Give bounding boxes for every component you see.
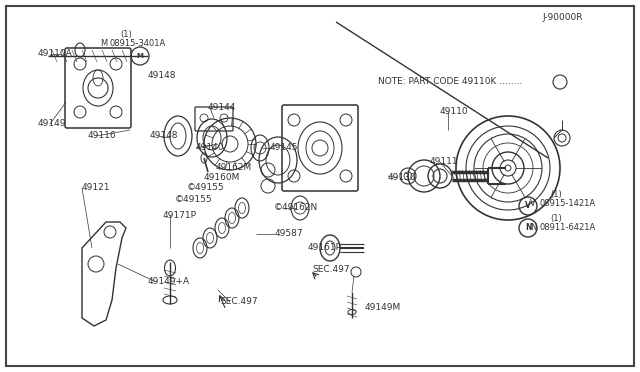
Text: N: N	[530, 224, 536, 232]
Text: 49162M: 49162M	[216, 164, 252, 173]
Text: ©49155: ©49155	[175, 196, 212, 205]
Text: 49149+A: 49149+A	[148, 278, 190, 286]
Text: V: V	[525, 202, 531, 211]
Text: (1): (1)	[550, 189, 562, 199]
Text: 49160M: 49160M	[204, 173, 241, 183]
Text: 49140: 49140	[196, 144, 225, 153]
Text: 49171P: 49171P	[163, 211, 197, 219]
Text: V: V	[530, 199, 536, 208]
Text: (1): (1)	[550, 214, 562, 222]
Text: 08915-3401A: 08915-3401A	[110, 39, 166, 48]
Text: 49130: 49130	[388, 173, 417, 183]
Text: 49149M: 49149M	[365, 304, 401, 312]
Text: 49587: 49587	[275, 230, 303, 238]
Text: 49110: 49110	[440, 108, 468, 116]
Text: NOTE: PART CODE 49110K ........: NOTE: PART CODE 49110K ........	[378, 77, 522, 87]
Text: SEC.497: SEC.497	[220, 298, 258, 307]
Text: (1): (1)	[120, 29, 132, 38]
Text: ©49162N: ©49162N	[274, 203, 318, 212]
Text: M: M	[136, 53, 143, 59]
Text: 08911-6421A: 08911-6421A	[540, 224, 596, 232]
Text: 49144: 49144	[208, 103, 236, 112]
Text: 49149: 49149	[38, 119, 67, 128]
Text: SEC.497: SEC.497	[312, 266, 349, 275]
Text: 49111: 49111	[430, 157, 459, 167]
Text: M: M	[100, 39, 108, 48]
Text: J-90000R: J-90000R	[542, 13, 582, 22]
Text: N: N	[525, 224, 531, 232]
Text: 49145: 49145	[270, 144, 298, 153]
Text: 49148: 49148	[150, 131, 179, 141]
Text: 49148: 49148	[148, 71, 177, 80]
Text: 49121: 49121	[82, 183, 111, 192]
Text: 49110A: 49110A	[38, 49, 73, 58]
Text: 08915-1421A: 08915-1421A	[540, 199, 596, 208]
Text: 49161P: 49161P	[308, 244, 342, 253]
Text: 49116: 49116	[88, 131, 116, 141]
Text: ©49155: ©49155	[187, 183, 225, 192]
